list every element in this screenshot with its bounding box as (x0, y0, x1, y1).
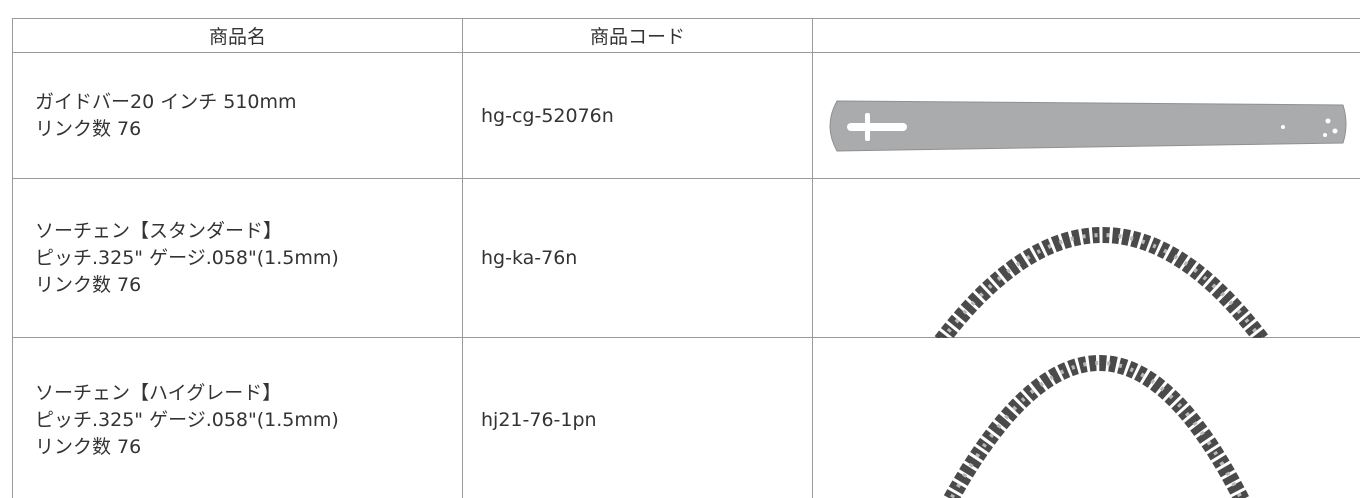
name-line: ソーチェン【ハイグレード】 (35, 381, 282, 404)
chain-image (942, 355, 1250, 498)
chain-image (934, 227, 1270, 338)
code-cell: hg-cg-52076n (462, 52, 813, 179)
product-row: ガイドバー20 インチ 510mm リンク数 76 hg-cg-52076n (12, 52, 1360, 179)
code-cell: hj21-76-1pn (462, 337, 813, 498)
image-cell (812, 52, 1360, 179)
image-cell (812, 337, 1360, 498)
image-cell (812, 178, 1360, 338)
name-line: リンク数 76 (35, 273, 142, 296)
product-table: 商品名 商品コード ガイドバー20 インチ 510mm リンク数 76 hg-cg-… (12, 18, 1360, 498)
guide-bar-image (829, 100, 1347, 152)
name-line: ソーチェン【スタンダード】 (35, 219, 283, 242)
name-cell: ガイドバー20 インチ 510mm リンク数 76 (12, 52, 463, 179)
name-line: ガイドバー20 インチ 510mm (35, 90, 297, 113)
name-cell: ソーチェン【ハイグレード】ピッチ.325" ゲージ.058"(1.5mm) リンク… (12, 337, 463, 498)
header-cell: 商品コード (462, 18, 813, 53)
header-cell: 商品名 (12, 18, 463, 53)
name-cell: ソーチェン【スタンダード】ピッチ.325" ゲージ.058"(1.5mm) リンク… (12, 178, 463, 338)
header-row: 商品名 商品コード (12, 18, 1360, 53)
code-cell: hg-ka-76n (462, 178, 813, 338)
name-line: ピッチ.325" ゲージ.058"(1.5mm) (35, 408, 339, 431)
name-line: ピッチ.325" ゲージ.058"(1.5mm) (35, 246, 339, 269)
name-line: リンク数 76 (35, 117, 142, 140)
product-row: ソーチェン【スタンダード】ピッチ.325" ゲージ.058"(1.5mm) リンク… (12, 178, 1360, 338)
header-cell (812, 18, 1360, 53)
table-body: ガイドバー20 インチ 510mm リンク数 76 hg-cg-52076n ソーチ… (12, 52, 1360, 498)
name-line: リンク数 76 (35, 435, 142, 458)
product-row: ソーチェン【ハイグレード】ピッチ.325" ゲージ.058"(1.5mm) リンク… (12, 337, 1360, 498)
